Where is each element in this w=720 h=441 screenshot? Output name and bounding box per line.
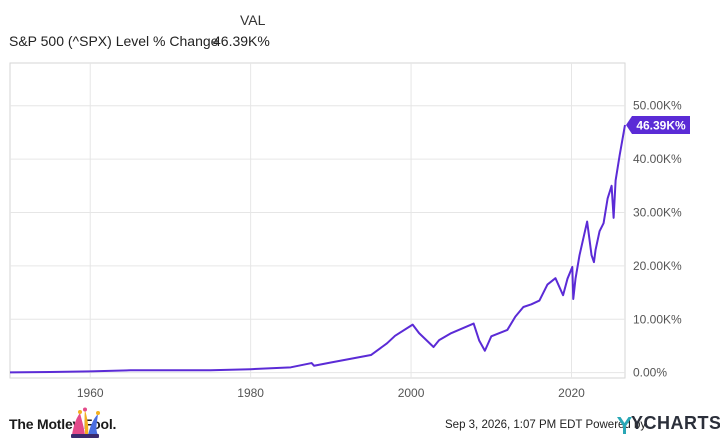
legend-column-header: VAL [240, 12, 266, 28]
end-label-layer: 46.39K% [626, 115, 690, 134]
end-value-label: 46.39K% [626, 115, 690, 134]
x-tick-label: 1980 [237, 386, 264, 400]
y-tick-label: 20.00K% [633, 259, 682, 273]
series-layer [9, 124, 626, 374]
provider-name: YCHARTS [631, 413, 720, 433]
footer: The Motley Fool. Sep 3, 2026, 1:07 PM ED… [0, 405, 720, 441]
series-line [9, 124, 626, 374]
y-tick-label: 50.00K% [633, 99, 682, 113]
jester-hat-icon [71, 407, 100, 438]
plot-frame [9, 62, 626, 379]
y-tick-label: 30.00K% [633, 205, 682, 219]
footer-meta: Sep 3, 2026, 1:07 PM EDT Powered by [445, 419, 646, 431]
chart: 0.00% 10.00K% 20.00K% 30.00K% 40.00K% 50.00K%… [9, 62, 690, 400]
end-value-badge [626, 115, 690, 134]
brand-logo-text: The Motley Fool. [9, 416, 117, 432]
x-tick-label: 2000 [398, 386, 425, 400]
end-value-text: 46.39K% [636, 118, 686, 132]
footer-timestamp: Sep 3, 2026, 1:07 PM EDT [445, 419, 583, 431]
tick-labels: 0.00% 10.00K% 20.00K% 30.00K% 40.00K% 50.00K%… [77, 99, 682, 400]
legend-series-value: 46.39K% [213, 33, 270, 49]
y-tick-label: 10.00K% [633, 312, 682, 326]
legend: VAL S&P 500 (^SPX) Level % Change 46.39K… [0, 0, 720, 56]
y-tick-label: 40.00K% [633, 152, 682, 166]
legend-series-name: S&P 500 (^SPX) Level % Change [9, 33, 219, 49]
y-tick-label: 0.00% [633, 366, 667, 380]
x-tick-label: 1960 [77, 386, 104, 400]
footer-powered-by: Powered by [585, 419, 647, 431]
ycharts-logo-icon [617, 417, 632, 434]
x-tick-label: 2020 [558, 386, 585, 400]
